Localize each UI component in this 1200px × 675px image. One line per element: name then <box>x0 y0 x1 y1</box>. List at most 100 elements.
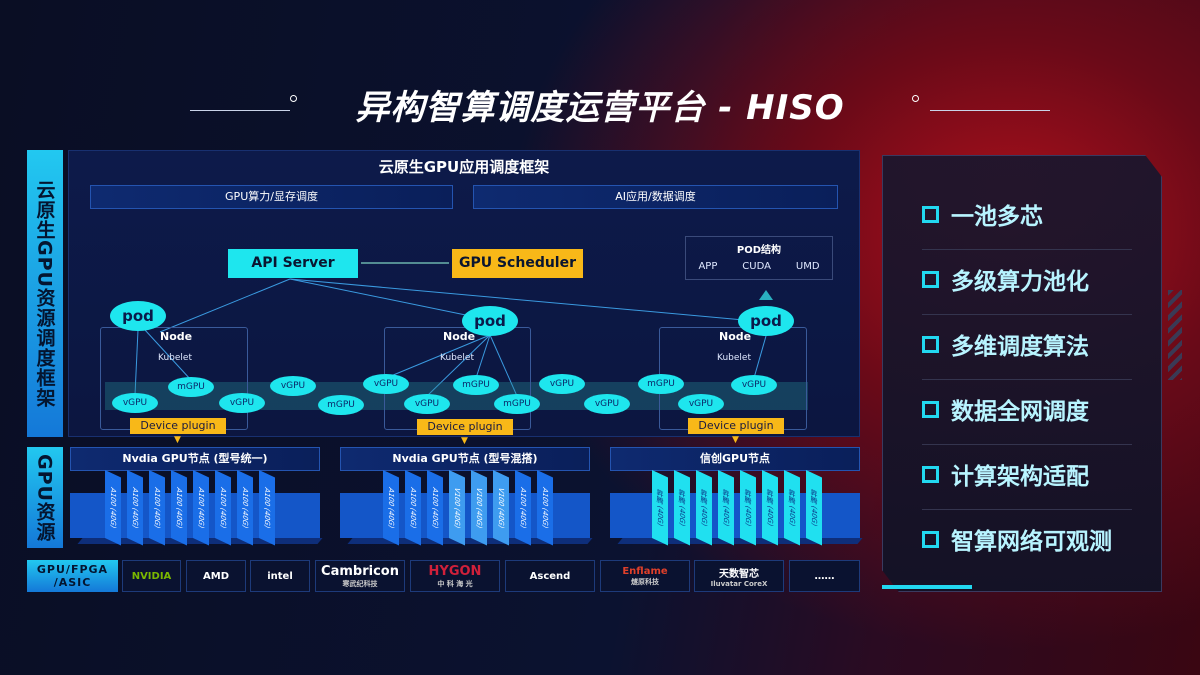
kubelet-label: Kubelet <box>717 353 751 363</box>
gpu-card: 昇腾 (40G) <box>674 470 690 546</box>
vendor-sub: 燧原科技 <box>631 577 659 586</box>
virtual-gpu: vGPU <box>731 375 777 395</box>
vendor-logo-intel: intel <box>250 560 310 592</box>
vendor-sub: 中 科 海 光 <box>437 579 473 588</box>
device-plugin: Device plugin <box>688 418 784 434</box>
vendor-sub: 寒武纪科技 <box>342 579 378 588</box>
vendor-name: intel <box>267 570 293 582</box>
link <box>385 334 491 379</box>
feature-label: 计算架构适配 <box>951 464 1089 490</box>
pod-item: UMD <box>795 261 820 272</box>
pod: pod <box>110 301 166 331</box>
vendor-name: …… <box>814 570 835 582</box>
device-plugin: Device plugin <box>130 418 226 434</box>
api-server-box: API Server <box>228 249 358 278</box>
gpu-card: 昇腾 (40G) <box>806 470 822 546</box>
vendor-name: Ascend <box>529 570 571 582</box>
kubelet-label: Kubelet <box>440 353 474 363</box>
title-decoration-left <box>190 110 290 111</box>
link <box>159 278 291 333</box>
checkbox-icon <box>922 335 939 353</box>
arrow-down-icon: ▼ <box>174 435 181 445</box>
feature-label: 多级算力池化 <box>951 269 1089 295</box>
panel-accent <box>882 585 972 589</box>
virtual-gpu: mGPU <box>494 394 540 414</box>
link <box>134 329 139 396</box>
up-arrow-icon <box>759 290 773 300</box>
divider <box>922 379 1132 380</box>
node-label: Node <box>719 330 752 343</box>
gpu-card: 昇腾 (40G) <box>784 470 800 546</box>
panel-stripes <box>1168 290 1182 380</box>
vendor-name: AMD <box>203 570 229 582</box>
page-title: 异构智算调度运营平台 - HISO <box>355 88 845 128</box>
gpu-card: 昇腾 (40G) <box>740 470 756 546</box>
gpu-compute-bar: GPU算力/显存调度 <box>90 185 453 209</box>
virtual-gpu: vGPU <box>270 376 316 396</box>
link <box>289 278 491 321</box>
divider <box>922 249 1132 250</box>
virtual-gpu: mGPU <box>638 374 684 394</box>
gpu-card: A100 (40G) <box>515 470 531 546</box>
vendor-name: Cambricon <box>321 563 399 579</box>
node-label: Node <box>443 330 476 343</box>
feature-label: 多维调度算法 <box>951 334 1089 360</box>
vendor-logo-other: …… <box>789 560 860 592</box>
vendor-logo-cambricon: Cambricon 寒武纪科技 <box>315 560 405 592</box>
gpu-node-title: Nvdia GPU节点 (型号统一) <box>70 447 320 471</box>
framework-header: 云原生GPU应用调度框架 <box>378 158 550 176</box>
framework-side-label: 云原生GPU资源调度框架 <box>27 150 63 437</box>
pod-item: APP <box>698 261 718 272</box>
checkbox-icon <box>922 400 939 418</box>
checkbox-icon <box>922 530 939 548</box>
gpu-card: A100 (40G) <box>171 470 187 546</box>
vendor-name: Enflame <box>622 565 668 577</box>
gpu-node-title: Nvdia GPU节点 (型号混搭) <box>340 447 590 471</box>
pod: pod <box>462 306 518 336</box>
feature-item: 多级算力池化 <box>922 262 1089 296</box>
pod: pod <box>738 306 794 336</box>
virtual-gpu: vGPU <box>539 374 585 394</box>
virtual-gpu: mGPU <box>318 395 364 415</box>
virtual-gpu: vGPU <box>404 394 450 414</box>
link <box>475 334 491 379</box>
gpu-card: V100 (40G) <box>493 470 509 546</box>
feature-label: 一池多芯 <box>951 204 1043 230</box>
decoration-dot <box>290 95 297 102</box>
ai-data-bar: AI应用/数据调度 <box>473 185 838 209</box>
feature-item: 数据全网调度 <box>922 392 1089 426</box>
kubelet-label: Kubelet <box>158 353 192 363</box>
checkbox-icon <box>922 270 939 288</box>
gpu-card: V100 (40G) <box>471 470 487 546</box>
gpu-card: 昇腾 (40G) <box>652 470 668 546</box>
gpu-node-title: 信创GPU节点 <box>610 447 860 471</box>
decoration-dot <box>912 95 919 102</box>
virtual-gpu: vGPU <box>584 394 630 414</box>
gpu-scheduler-box: GPU Scheduler <box>452 249 583 278</box>
vendor-logo-other: 天数智芯 Iluvatar CoreX <box>694 560 784 592</box>
checkbox-icon <box>922 465 939 483</box>
gpu-card: A100 (40G) <box>537 470 553 546</box>
vendor-name: NVIDIA <box>131 570 172 582</box>
virtual-gpu: vGPU <box>219 393 265 413</box>
arrow-down-icon: ▼ <box>461 436 468 446</box>
virtual-gpu: vGPU <box>363 374 409 394</box>
vendor-label: GPU/FPGA /ASIC <box>27 560 118 592</box>
link <box>426 334 491 397</box>
feature-item: 智算网络可观测 <box>922 522 1112 556</box>
vendor-logo-nvidia: NVIDIA <box>122 560 181 592</box>
vendor-name: HYGON <box>428 563 482 579</box>
vendor-logo-enflame: Enflame 燧原科技 <box>600 560 690 592</box>
vendor-logo-hygon: HYGON 中 科 海 光 <box>410 560 500 592</box>
link <box>753 335 767 379</box>
title-decoration-right <box>930 110 1050 111</box>
pod-structure-box: POD结构 APP CUDA UMD <box>685 236 833 280</box>
gpu-card: A100 (40G) <box>259 470 275 546</box>
gpu-card: 昇腾 (40G) <box>762 470 778 546</box>
features-panel <box>882 155 1162 592</box>
vendor-logo-ascend: Ascend <box>505 560 595 592</box>
device-plugin: Device plugin <box>417 419 513 435</box>
feature-label: 智算网络可观测 <box>951 529 1112 555</box>
gpu-card: 昇腾 (40G) <box>696 470 712 546</box>
virtual-gpu: mGPU <box>453 375 499 395</box>
